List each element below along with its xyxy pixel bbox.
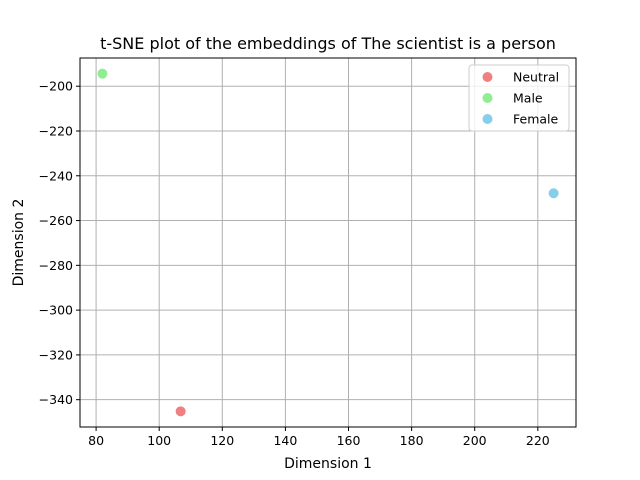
male-point xyxy=(97,68,108,79)
x-tick-label: 200 xyxy=(463,433,487,448)
legend-marker-female xyxy=(482,114,493,124)
y-tick-label: −220 xyxy=(39,123,73,138)
legend-label-male: Male xyxy=(513,91,543,106)
legend-label-neutral: Neutral xyxy=(513,70,559,85)
y-tick-label: −240 xyxy=(39,168,73,183)
legend-label-female: Female xyxy=(513,112,559,127)
neutral-point xyxy=(175,406,186,417)
y-tick-label: −300 xyxy=(39,303,73,318)
legend-box xyxy=(468,64,570,132)
y-tick-label: −260 xyxy=(39,213,73,228)
x-tick-label: 120 xyxy=(210,433,234,448)
legend: Neutral Male Female xyxy=(468,64,570,132)
legend-marker-male xyxy=(482,93,493,103)
x-tick-label: 100 xyxy=(147,433,171,448)
x-tick-label: 180 xyxy=(400,433,424,448)
x-tick-label: 80 xyxy=(88,433,104,448)
y-tick-label: −340 xyxy=(39,392,73,407)
chart-title: t-SNE plot of the embeddings of The scie… xyxy=(100,34,556,53)
x-tick-label: 140 xyxy=(273,433,297,448)
x-tick-label: 220 xyxy=(526,433,550,448)
female-point xyxy=(548,188,559,199)
y-tick-label: −200 xyxy=(39,79,73,94)
legend-marker-neutral xyxy=(482,72,493,82)
x-tick-label: 160 xyxy=(337,433,361,448)
data-points xyxy=(97,68,559,417)
x-axis-title: Dimension 1 xyxy=(284,456,372,472)
y-axis-title: Dimension 2 xyxy=(11,199,27,287)
y-tick-label: −280 xyxy=(39,258,73,273)
plot-frame xyxy=(79,57,577,428)
y-tick-label: −320 xyxy=(39,347,73,362)
axis-ticks: 80 100 120 140 160 180 200 220 −340 −320 −300 −280 −… xyxy=(39,79,550,448)
